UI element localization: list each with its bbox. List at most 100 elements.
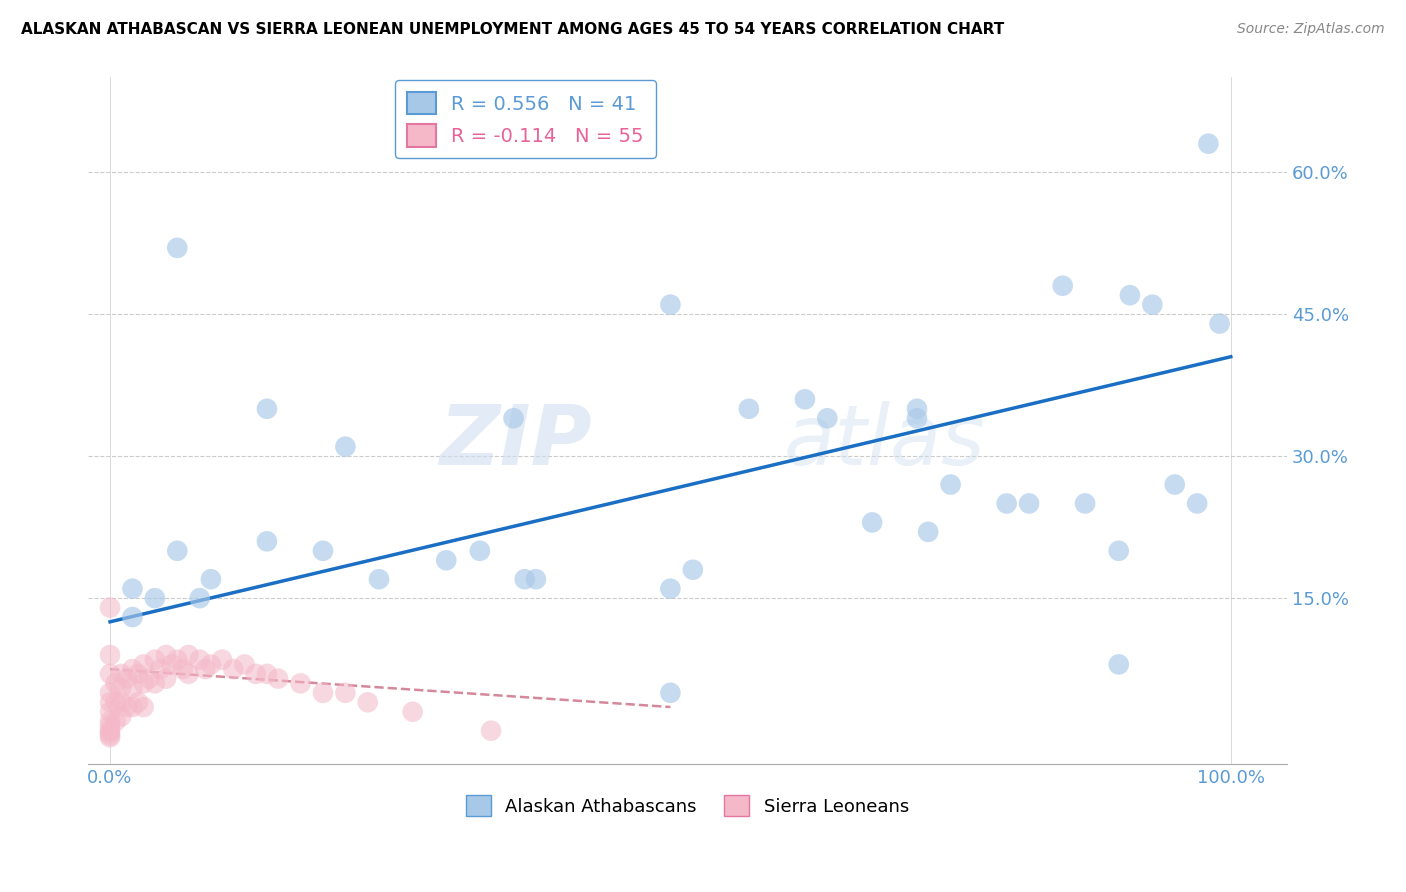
Point	[110, 695, 132, 709]
Point	[222, 662, 245, 676]
Point	[502, 411, 524, 425]
Point	[1074, 496, 1097, 510]
Point	[98, 725, 121, 739]
Point	[1185, 496, 1208, 510]
Point	[659, 582, 682, 596]
Text: ALASKAN ATHABASCAN VS SIERRA LEONEAN UNEMPLOYMENT AMONG AGES 45 TO 54 YEARS CORR: ALASKAN ATHABASCAN VS SIERRA LEONEAN UNE…	[21, 22, 1004, 37]
Point	[160, 657, 183, 672]
Point	[233, 657, 256, 672]
Point	[188, 653, 211, 667]
Point	[132, 700, 155, 714]
Point	[98, 705, 121, 719]
Point	[256, 666, 278, 681]
Point	[143, 653, 166, 667]
Point	[121, 582, 143, 596]
Point	[738, 401, 761, 416]
Point	[98, 600, 121, 615]
Point	[513, 572, 536, 586]
Point	[267, 672, 290, 686]
Point	[905, 411, 928, 425]
Point	[121, 662, 143, 676]
Point	[143, 676, 166, 690]
Point	[995, 496, 1018, 510]
Point	[177, 648, 200, 662]
Point	[1108, 543, 1130, 558]
Point	[256, 401, 278, 416]
Point	[256, 534, 278, 549]
Point	[1208, 317, 1230, 331]
Point	[290, 676, 312, 690]
Point	[149, 662, 172, 676]
Point	[682, 563, 704, 577]
Point	[98, 723, 121, 738]
Point	[166, 543, 188, 558]
Point	[138, 672, 160, 686]
Point	[312, 686, 335, 700]
Point	[1018, 496, 1040, 510]
Point	[98, 714, 121, 729]
Point	[211, 653, 233, 667]
Text: ZIP: ZIP	[439, 401, 592, 482]
Point	[659, 686, 682, 700]
Point	[104, 695, 127, 709]
Point	[200, 657, 222, 672]
Point	[1052, 278, 1074, 293]
Point	[166, 653, 188, 667]
Point	[939, 477, 962, 491]
Point	[917, 524, 939, 539]
Point	[479, 723, 502, 738]
Point	[172, 662, 194, 676]
Text: Source: ZipAtlas.com: Source: ZipAtlas.com	[1237, 22, 1385, 37]
Point	[905, 401, 928, 416]
Point	[98, 731, 121, 745]
Point	[860, 516, 883, 530]
Point	[104, 676, 127, 690]
Point	[434, 553, 457, 567]
Point	[312, 543, 335, 558]
Point	[121, 681, 143, 695]
Point	[98, 695, 121, 709]
Point	[177, 666, 200, 681]
Legend: Alaskan Athabascans, Sierra Leoneans: Alaskan Athabascans, Sierra Leoneans	[458, 789, 917, 823]
Point	[98, 719, 121, 733]
Point	[1197, 136, 1219, 151]
Text: atlas: atlas	[783, 401, 984, 482]
Point	[115, 672, 138, 686]
Point	[793, 392, 815, 407]
Point	[245, 666, 267, 681]
Point	[166, 241, 188, 255]
Point	[98, 666, 121, 681]
Point	[155, 672, 177, 686]
Point	[110, 681, 132, 695]
Point	[98, 648, 121, 662]
Point	[155, 648, 177, 662]
Point	[127, 666, 149, 681]
Point	[335, 686, 357, 700]
Point	[1142, 298, 1164, 312]
Point	[194, 662, 217, 676]
Point	[1119, 288, 1142, 302]
Point	[335, 440, 357, 454]
Point	[1108, 657, 1130, 672]
Point	[132, 676, 155, 690]
Point	[121, 700, 143, 714]
Point	[524, 572, 547, 586]
Point	[127, 695, 149, 709]
Point	[98, 686, 121, 700]
Point	[401, 705, 423, 719]
Point	[110, 666, 132, 681]
Point	[188, 591, 211, 606]
Point	[200, 572, 222, 586]
Point	[659, 298, 682, 312]
Point	[815, 411, 838, 425]
Point	[104, 714, 127, 729]
Point	[115, 700, 138, 714]
Point	[110, 709, 132, 723]
Point	[357, 695, 380, 709]
Point	[143, 591, 166, 606]
Point	[368, 572, 391, 586]
Point	[1164, 477, 1187, 491]
Point	[132, 657, 155, 672]
Point	[121, 610, 143, 624]
Point	[468, 543, 491, 558]
